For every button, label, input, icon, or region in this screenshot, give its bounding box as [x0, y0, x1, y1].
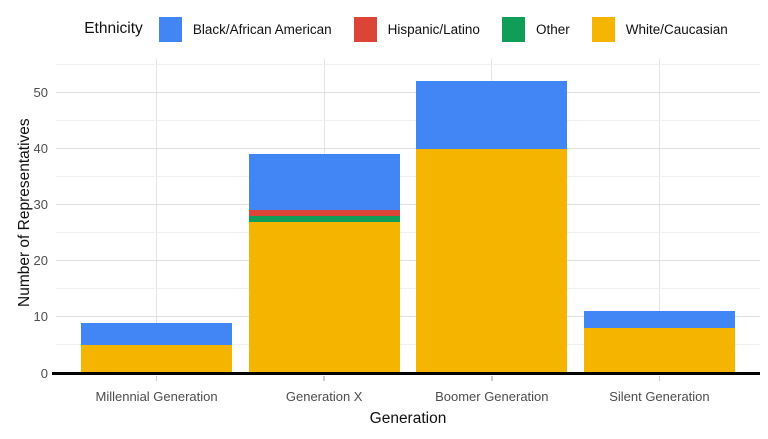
y-axis-tick-label: 30 [33, 197, 48, 213]
horizontal-gridline [56, 232, 760, 234]
x-axis-tick [491, 376, 493, 381]
y-axis-tick-label: 50 [33, 85, 48, 101]
x-axis-title: Generation [369, 410, 447, 427]
x-axis-tick-label: Generation X [285, 389, 363, 404]
horizontal-gridline [56, 288, 760, 290]
horizontal-gridline [56, 344, 760, 346]
x-axis-tick [155, 376, 158, 381]
x-axis-tick-label: Boomer Generation [435, 389, 549, 404]
vertical-gridline [156, 59, 158, 373]
bar-segment [584, 328, 735, 373]
x-axis-tick-label: Millennial Generation [95, 389, 218, 404]
legend-swatch-icon [158, 16, 182, 42]
legend-swatch-icon [353, 16, 377, 42]
bar-segment [81, 344, 232, 373]
legend-item-label: Hispanic/Latino [387, 21, 480, 37]
vertical-gridline [658, 59, 660, 373]
horizontal-gridline [56, 92, 760, 94]
x-axis-tick-label: Silent Generation [609, 389, 710, 404]
legend-swatch-icon [591, 16, 615, 42]
bar-segment [584, 311, 735, 329]
horizontal-gridline [56, 260, 760, 262]
legend-item: Black/African American [158, 16, 332, 42]
bar-segment [248, 154, 400, 211]
legend-items: Black/African American Hispanic/Latino Oth… [158, 16, 728, 42]
horizontal-gridline [56, 148, 760, 150]
y-axis-tick-label: 10 [33, 309, 48, 325]
bar-segment [248, 221, 400, 373]
legend-item: Other [501, 16, 570, 42]
y-axis-tick-label: 40 [33, 141, 48, 157]
legend-item-label: Other [535, 21, 570, 37]
x-axis-tick [658, 376, 661, 381]
legend-item-label: Black/African American [192, 21, 332, 37]
bar-segment [416, 81, 568, 149]
bar-segment [248, 216, 400, 222]
x-axis-tick [323, 376, 325, 381]
legend-item: White/Caucasian [591, 16, 728, 42]
x-axis-line [52, 372, 760, 375]
legend: Ethnicity Black/African American Hispanic… [0, 13, 768, 45]
bar-segment [416, 148, 568, 373]
legend-swatch-icon [501, 16, 525, 42]
legend-title: Ethnicity [84, 20, 143, 37]
horizontal-gridline [56, 176, 760, 178]
y-axis-tick-label: 20 [33, 253, 48, 269]
legend-item: Hispanic/Latino [353, 16, 480, 42]
bar-segment [248, 210, 400, 216]
bar-segment [81, 322, 232, 345]
y-axis-tick-label: 0 [40, 365, 48, 381]
horizontal-gridline [56, 64, 760, 66]
horizontal-gridline [56, 120, 760, 122]
horizontal-gridline [56, 204, 760, 206]
horizontal-gridline [56, 316, 760, 318]
legend-item-label: White/Caucasian [625, 21, 728, 37]
